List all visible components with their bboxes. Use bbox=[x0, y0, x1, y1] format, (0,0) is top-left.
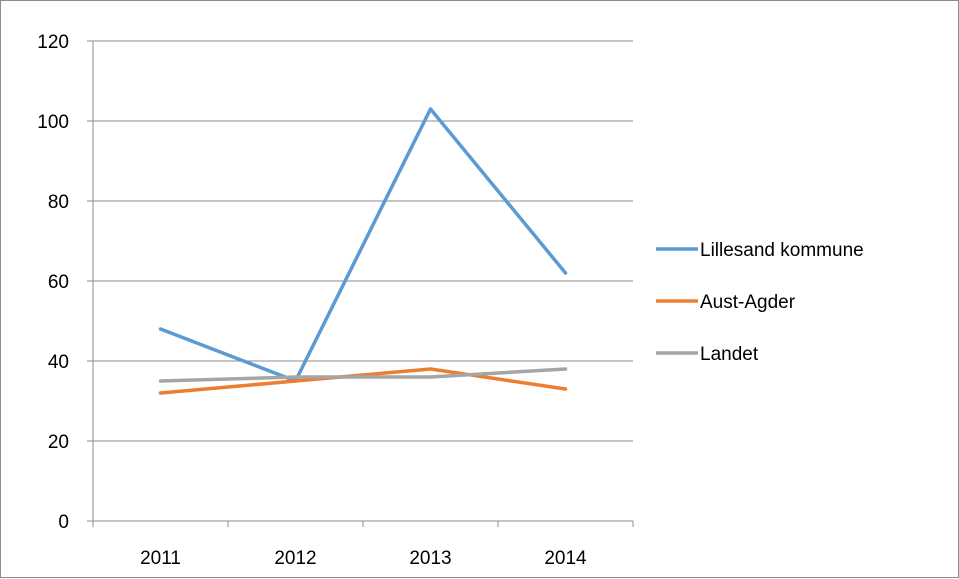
x-tick-label: 2014 bbox=[544, 548, 587, 569]
y-tick-label: 80 bbox=[48, 192, 69, 213]
y-tick-label: 20 bbox=[48, 432, 69, 453]
series-line-2 bbox=[158, 367, 568, 383]
y-tick-label: 100 bbox=[37, 112, 69, 133]
x-tick-label: 2013 bbox=[409, 548, 451, 569]
y-tick-labels: 0 20 40 60 80 100 120 bbox=[37, 32, 69, 533]
legend-label-2: Landet bbox=[700, 344, 759, 365]
series-lines bbox=[158, 107, 568, 395]
y-tick-label: 40 bbox=[48, 352, 69, 373]
x-tick-labels: 2011 2012 2013 2014 bbox=[140, 548, 587, 569]
y-tick-label: 120 bbox=[37, 32, 69, 53]
gridlines bbox=[93, 40, 633, 442]
y-tick-label: 0 bbox=[58, 512, 69, 533]
legend: Lillesand kommune Aust-Agder Landet bbox=[656, 240, 864, 365]
x-tick-label: 2011 bbox=[140, 548, 181, 569]
legend-label-1: Aust-Agder bbox=[700, 292, 796, 313]
series-line-1 bbox=[158, 367, 568, 395]
legend-label-0: Lillesand kommune bbox=[700, 240, 864, 261]
axes bbox=[87, 40, 634, 527]
series-line-0 bbox=[158, 107, 568, 383]
y-tick-label: 60 bbox=[48, 272, 69, 293]
x-tick-label: 2012 bbox=[274, 548, 316, 569]
